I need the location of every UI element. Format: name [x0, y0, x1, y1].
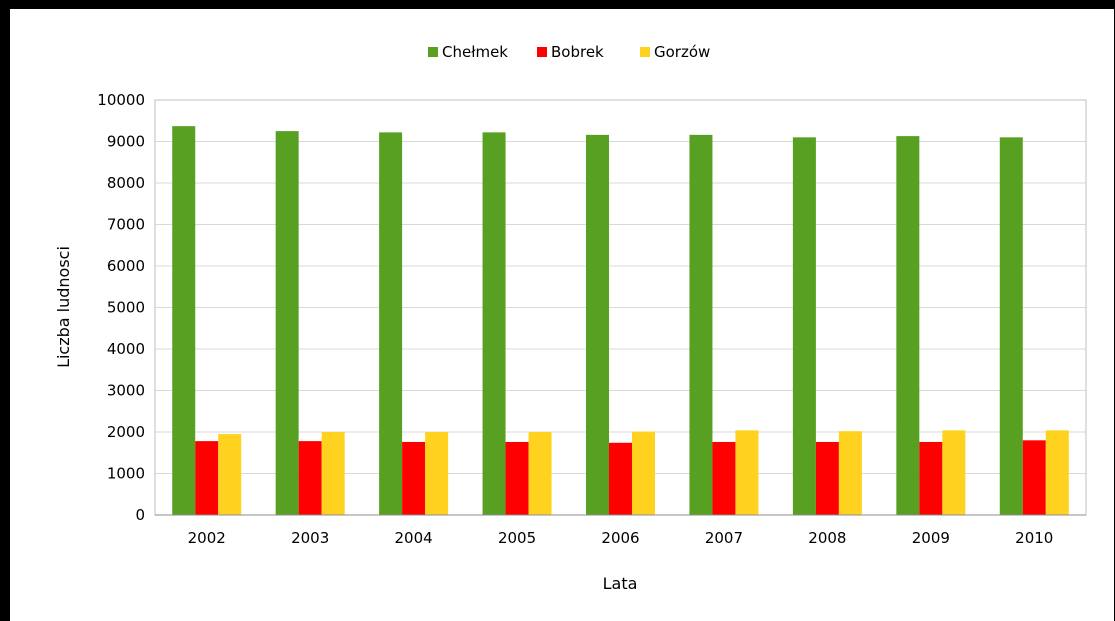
y-axis-title: Liczba ludnosci [54, 246, 73, 368]
bar-gorzów-2002 [218, 434, 242, 515]
bar-gorzów-2004 [425, 432, 449, 515]
bar-bobrek-2006 [609, 442, 632, 515]
bar-bobrek-2005 [505, 441, 529, 515]
bar-chełmek-2008 [792, 137, 816, 515]
x-tick-label: 2010 [1015, 529, 1053, 547]
bar-bobrek-2002 [195, 441, 219, 515]
x-axis-title: Lata [603, 574, 638, 593]
bar-chełmek-2009 [896, 136, 920, 515]
bar-bobrek-2008 [815, 441, 839, 515]
legend-swatch-chełmek [428, 47, 438, 57]
bar-chart: Chełmek Bobrek Gorzów 0 1000 2000 3000 4000 500… [54, 43, 1087, 593]
bar-chełmek-2004 [379, 132, 403, 515]
bar-bobrek-2007 [712, 441, 736, 515]
legend-swatch-bobrek [537, 47, 547, 57]
bar-gorzów-2009 [942, 430, 966, 515]
x-tick-label: 2005 [498, 529, 536, 547]
y-tick-label: 7000 [107, 216, 145, 234]
bar-gorzów-2007 [735, 430, 759, 515]
y-tick-label: 9000 [107, 133, 145, 151]
x-tick-label: 2007 [705, 529, 743, 547]
y-tick-label: 5000 [107, 299, 145, 317]
legend: Chełmek Bobrek Gorzów [428, 43, 710, 61]
bar-chełmek-2002 [172, 126, 196, 516]
x-axis-ticks: 2002 2003 2004 2005 2006 2007 2008 2009 2010 [188, 529, 1054, 547]
bar-bobrek-2003 [298, 441, 322, 515]
bar-bobrek-2009 [919, 441, 943, 515]
bar-gorzów-2008 [838, 431, 862, 515]
legend-label: Chełmek [442, 43, 508, 61]
bar-gorzów-2010 [1045, 430, 1069, 515]
bar-gorzów-2005 [528, 432, 552, 515]
bars [172, 126, 1069, 516]
y-tick-label: 2000 [107, 423, 145, 441]
bar-chełmek-2006 [586, 134, 609, 516]
bar-chełmek-2007 [689, 134, 713, 516]
y-tick-label: 10000 [97, 91, 145, 109]
bar-gorzów-2006 [632, 431, 655, 515]
y-tick-label: 3000 [107, 382, 145, 400]
y-axis-ticks: 0 1000 2000 3000 4000 5000 6000 7000 8000 9000 100… [97, 91, 145, 524]
x-tick-label: 2006 [601, 529, 639, 547]
bar-chełmek-2003 [275, 131, 299, 515]
y-tick-label: 4000 [107, 340, 145, 358]
bar-chełmek-2005 [482, 132, 506, 515]
legend-label: Bobrek [551, 43, 604, 61]
bar-bobrek-2010 [1022, 440, 1046, 515]
legend-swatch-gorzów [640, 47, 650, 57]
y-tick-label: 6000 [107, 257, 145, 275]
y-tick-label: 8000 [107, 174, 145, 192]
x-tick-label: 2002 [188, 529, 226, 547]
y-tick-label: 0 [135, 506, 145, 524]
legend-label: Gorzów [654, 43, 710, 61]
x-tick-label: 2004 [395, 529, 433, 547]
bar-bobrek-2004 [402, 441, 426, 515]
bar-chełmek-2010 [999, 137, 1023, 515]
x-tick-label: 2003 [291, 529, 329, 547]
y-tick-label: 1000 [107, 465, 145, 483]
x-tick-label: 2008 [808, 529, 846, 547]
x-tick-label: 2009 [912, 529, 950, 547]
bar-gorzów-2003 [321, 432, 345, 515]
